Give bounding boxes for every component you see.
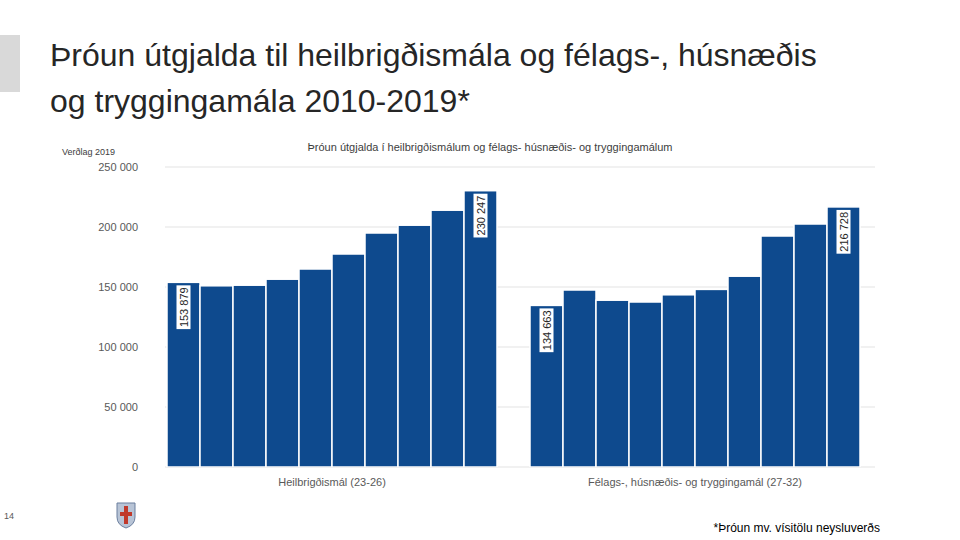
bar bbox=[233, 285, 266, 467]
tick-label: 250 000 bbox=[98, 161, 138, 173]
bar bbox=[563, 290, 596, 467]
data-labels: 153 879 230 247 134 663 216 728 bbox=[177, 194, 851, 352]
data-label-bg bbox=[177, 285, 191, 329]
data-label-group: 216 728 bbox=[837, 210, 851, 254]
bar bbox=[629, 302, 662, 467]
bars bbox=[167, 191, 860, 467]
group-label: Heilbrigðismál (23-26) bbox=[278, 476, 386, 488]
data-label-group: 153 879 bbox=[177, 285, 191, 329]
bar bbox=[398, 225, 431, 467]
data-label: 134 663 bbox=[541, 310, 553, 350]
bar bbox=[299, 269, 332, 467]
page-number: 14 bbox=[4, 511, 14, 521]
footnote: *Þróun mv. vísitölu neysluverðs bbox=[713, 521, 880, 535]
group-label: Félags-, húsnæðis- og tryggingamál (27-3… bbox=[588, 476, 802, 488]
title-line: Þróun útgjalda til heilbrigðismála og fé… bbox=[50, 37, 817, 73]
bar bbox=[431, 210, 464, 467]
logo-cross bbox=[120, 512, 132, 516]
tick-label: 100 000 bbox=[98, 341, 138, 353]
bar bbox=[596, 300, 629, 467]
data-label-bg bbox=[540, 308, 554, 352]
bar bbox=[761, 236, 794, 467]
bar bbox=[200, 286, 233, 467]
data-label: 230 247 bbox=[475, 196, 487, 236]
title-line: og tryggingamála 2010-2019* bbox=[50, 83, 470, 119]
slide: Þróun útgjalda til heilbrigðismála og fé… bbox=[0, 0, 960, 540]
bar bbox=[530, 305, 563, 467]
y-axis: 0 50 000 100 000 150 000 200 000 250 000 bbox=[98, 161, 875, 473]
x-axis: Heilbrigðismál (23-26) Félags-, húsnæðis-… bbox=[278, 476, 802, 488]
y-label: Verðlag 2019 bbox=[62, 147, 115, 157]
data-label-bg bbox=[837, 210, 851, 254]
tick-label: 150 000 bbox=[98, 281, 138, 293]
data-label-bg bbox=[474, 194, 488, 238]
tick-label: 50 000 bbox=[104, 401, 138, 413]
data-label: 153 879 bbox=[178, 287, 190, 327]
title: Þróun útgjalda til heilbrigðismála og fé… bbox=[50, 37, 817, 119]
bar bbox=[695, 289, 728, 467]
accent-strip bbox=[0, 35, 20, 92]
data-label-group: 134 663 bbox=[540, 308, 554, 352]
data-label-group: 230 247 bbox=[474, 194, 488, 238]
data-label: 216 728 bbox=[838, 212, 850, 252]
bar bbox=[464, 191, 497, 467]
bar bbox=[167, 282, 200, 467]
bar bbox=[827, 207, 860, 467]
bar bbox=[332, 254, 365, 467]
bar bbox=[728, 276, 761, 467]
bar bbox=[662, 295, 695, 467]
logo bbox=[117, 503, 135, 528]
tick-label: 0 bbox=[132, 461, 138, 473]
title-group: Þróun útgjalda til heilbrigðismála og fé… bbox=[50, 37, 817, 119]
bar bbox=[266, 279, 299, 467]
grid-line bbox=[165, 167, 875, 168]
subtitle: Þróun útgjalda í heilbrigðismálum og fél… bbox=[307, 141, 672, 153]
logo-shield bbox=[117, 503, 135, 528]
tick-label: 200 000 bbox=[98, 221, 138, 233]
bar bbox=[794, 224, 827, 467]
bar bbox=[365, 233, 398, 467]
grid-line bbox=[165, 227, 875, 228]
